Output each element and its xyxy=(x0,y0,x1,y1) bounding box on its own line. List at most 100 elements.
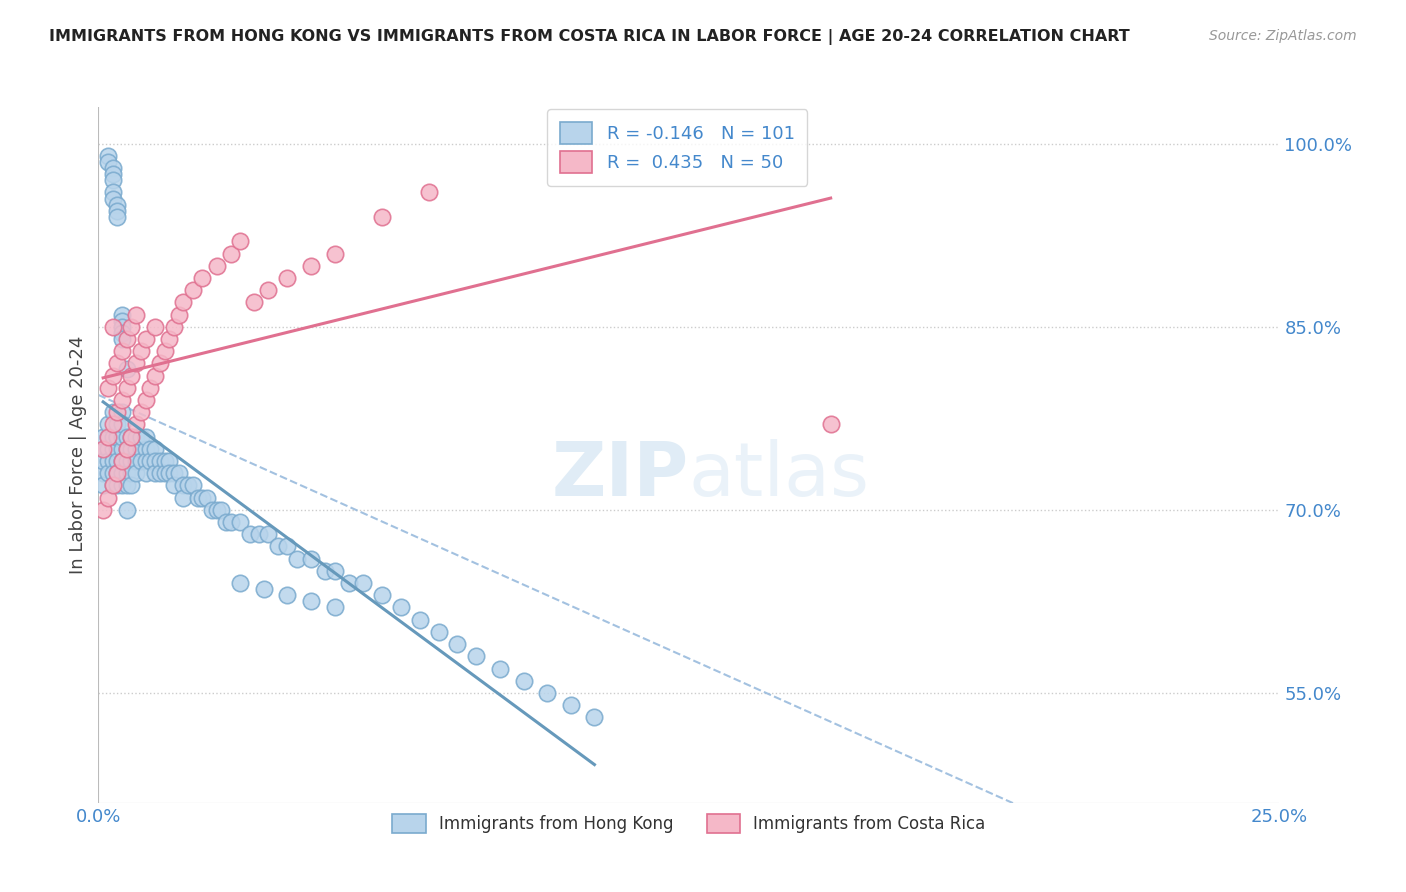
Point xyxy=(239,527,262,541)
Point xyxy=(101,429,124,443)
Point xyxy=(111,454,134,468)
Point xyxy=(97,429,120,443)
Point xyxy=(97,155,120,169)
Point xyxy=(105,429,128,443)
Point xyxy=(105,210,128,224)
Point xyxy=(299,551,322,566)
Point xyxy=(105,405,128,419)
Point xyxy=(139,381,162,395)
Point xyxy=(111,319,134,334)
Point xyxy=(105,478,128,492)
Point xyxy=(111,442,134,456)
Point xyxy=(253,582,276,597)
Point xyxy=(115,442,138,456)
Point xyxy=(139,442,162,456)
Point xyxy=(371,210,394,224)
Point xyxy=(101,167,124,181)
Point xyxy=(105,417,128,432)
Point xyxy=(111,429,134,443)
Point xyxy=(229,235,252,249)
Point xyxy=(105,203,128,218)
Point xyxy=(181,283,204,297)
Point xyxy=(181,478,204,492)
Point xyxy=(209,503,232,517)
Point xyxy=(115,429,138,443)
Point xyxy=(97,467,120,481)
Point xyxy=(125,308,148,322)
Point xyxy=(97,429,120,443)
Point xyxy=(243,295,266,310)
Point xyxy=(536,686,558,700)
Point xyxy=(111,326,134,340)
Point xyxy=(105,197,128,211)
Text: ZIP: ZIP xyxy=(551,439,689,512)
Point xyxy=(229,515,252,529)
Point xyxy=(314,564,336,578)
Point xyxy=(97,381,120,395)
Point xyxy=(91,454,114,468)
Point xyxy=(121,429,143,443)
Point xyxy=(267,540,290,554)
Point xyxy=(149,467,172,481)
Point xyxy=(163,467,186,481)
Point xyxy=(201,503,224,517)
Point xyxy=(101,417,124,432)
Point xyxy=(101,161,124,175)
Point xyxy=(276,588,298,602)
Point xyxy=(191,491,214,505)
Point xyxy=(101,192,124,206)
Point xyxy=(111,332,134,346)
Point xyxy=(560,698,582,713)
Point xyxy=(299,259,322,273)
Point xyxy=(111,454,134,468)
Point xyxy=(323,564,346,578)
Point xyxy=(172,491,194,505)
Point xyxy=(153,344,176,359)
Point xyxy=(101,442,124,456)
Point xyxy=(97,442,120,456)
Point xyxy=(101,467,124,481)
Point xyxy=(219,515,242,529)
Point xyxy=(105,467,128,481)
Point xyxy=(129,454,152,468)
Point xyxy=(163,319,186,334)
Point xyxy=(111,405,134,419)
Point xyxy=(121,454,143,468)
Point xyxy=(91,442,114,456)
Point xyxy=(115,503,138,517)
Point xyxy=(91,467,114,481)
Point xyxy=(157,332,180,346)
Point xyxy=(101,368,124,383)
Point xyxy=(121,442,143,456)
Point xyxy=(153,454,176,468)
Point xyxy=(257,527,280,541)
Point xyxy=(125,356,148,370)
Point xyxy=(111,417,134,432)
Point xyxy=(97,417,120,432)
Point xyxy=(121,467,143,481)
Point xyxy=(121,368,143,383)
Point xyxy=(285,551,308,566)
Point xyxy=(105,429,128,443)
Point xyxy=(101,454,124,468)
Point xyxy=(418,186,440,200)
Point xyxy=(143,442,166,456)
Point xyxy=(101,478,124,492)
Point xyxy=(195,491,218,505)
Point xyxy=(105,442,128,456)
Point xyxy=(91,429,114,443)
Point xyxy=(229,576,252,591)
Point xyxy=(91,503,114,517)
Point xyxy=(101,186,124,200)
Point xyxy=(276,271,298,285)
Point xyxy=(135,332,157,346)
Point xyxy=(323,246,346,260)
Point xyxy=(427,624,450,639)
Text: Source: ZipAtlas.com: Source: ZipAtlas.com xyxy=(1209,29,1357,43)
Point xyxy=(157,454,180,468)
Point xyxy=(446,637,468,651)
Text: atlas: atlas xyxy=(689,439,870,512)
Point xyxy=(512,673,534,688)
Point xyxy=(115,362,138,376)
Point xyxy=(111,392,134,407)
